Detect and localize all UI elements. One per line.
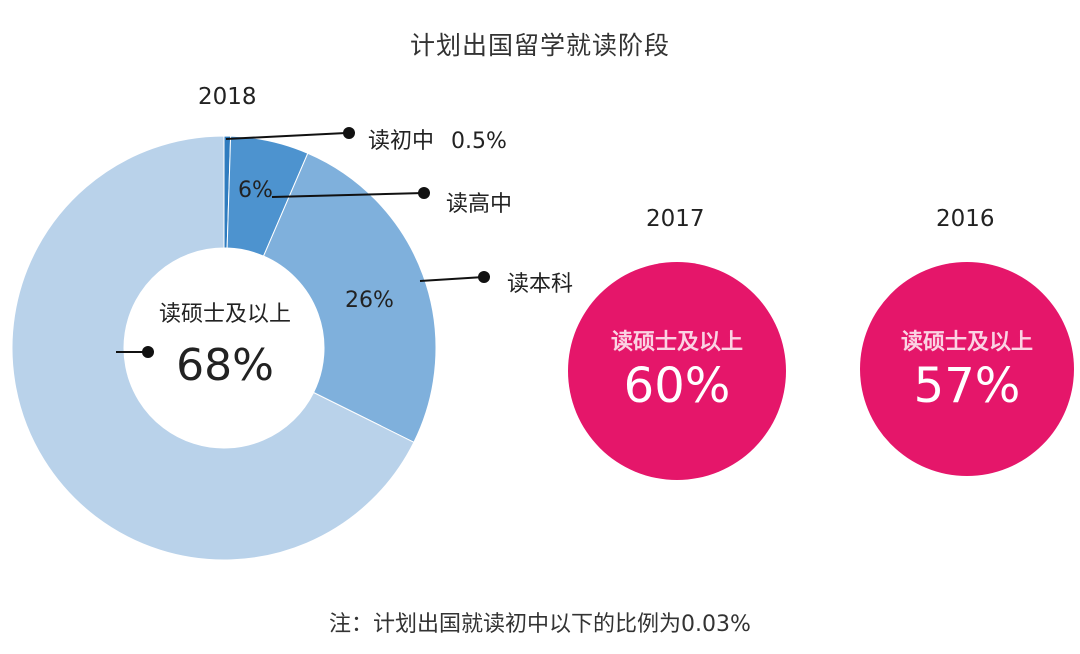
bubble-2017-value: 60% [623,358,731,414]
callout-junior-high-value: 0.5% [451,129,507,154]
callout-junior-high: 读初中 0.5% [368,123,507,155]
bubble-2016: 读硕士及以上 57% [860,262,1074,476]
donut-center-label: 读硕士及以上 [158,302,291,327]
chart-title: 计划出国留学就读阶段 [409,31,670,60]
leader-high-school-line [271,192,425,198]
bubble-2016-label: 读硕士及以上 [900,330,1033,355]
leader-high-school-dot [418,187,430,199]
leader-bachelor-line [419,276,485,282]
bubble-2017-label: 读硕士及以上 [610,330,743,355]
callout-high-school: 读高中 [446,192,513,217]
leader-bachelor-dot [478,271,490,283]
callout-bachelor: 读本科 [507,272,574,297]
year-label-2017: 2017 [646,206,705,232]
slice-value-bachelor: 26% [345,288,394,313]
leader-junior-high-line [225,132,347,140]
leader-master-dot [142,346,154,358]
slice-bachelor [262,152,437,443]
callout-junior-high-label: 读初中 [368,129,435,154]
slice-value-high-school: 6% [238,178,273,203]
leader-junior-high-dot [343,127,355,139]
bubble-2017: 读硕士及以上 60% [568,262,786,480]
slice-master-and-above [11,135,415,561]
footnote: 注：计划出国就读初中以下的比例为0.03% [329,612,751,637]
donut-center-value: 68% [176,340,274,391]
year-label-2018: 2018 [198,84,257,110]
year-label-2016: 2016 [936,206,995,232]
bubble-2016-value: 57% [913,358,1021,414]
